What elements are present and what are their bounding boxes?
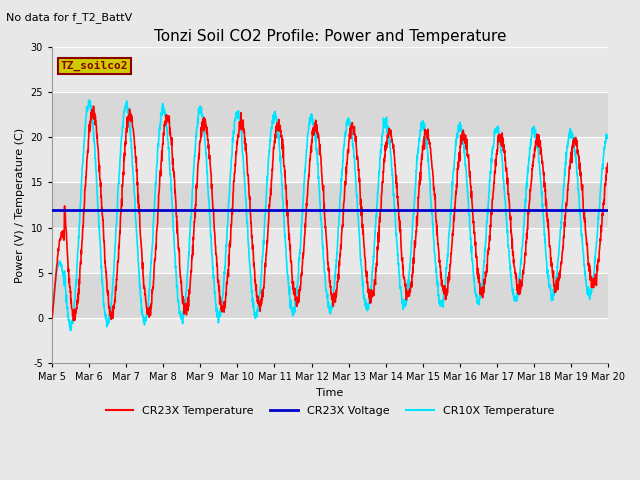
Bar	[52, 273, 608, 318]
Text: No data for f_T2_BattV: No data for f_T2_BattV	[6, 12, 132, 23]
Bar	[52, 182, 608, 228]
Bar	[52, 137, 608, 182]
Bar	[52, 47, 608, 92]
Title: Tonzi Soil CO2 Profile: Power and Temperature: Tonzi Soil CO2 Profile: Power and Temper…	[154, 29, 506, 44]
X-axis label: Time: Time	[316, 388, 344, 397]
Y-axis label: Power (V) / Temperature (C): Power (V) / Temperature (C)	[15, 127, 25, 283]
Legend: CR23X Temperature, CR23X Voltage, CR10X Temperature: CR23X Temperature, CR23X Voltage, CR10X …	[101, 402, 559, 420]
Text: TZ_soilco2: TZ_soilco2	[60, 61, 128, 72]
Bar	[52, 92, 608, 137]
Bar	[52, 228, 608, 273]
Bar	[52, 318, 608, 363]
